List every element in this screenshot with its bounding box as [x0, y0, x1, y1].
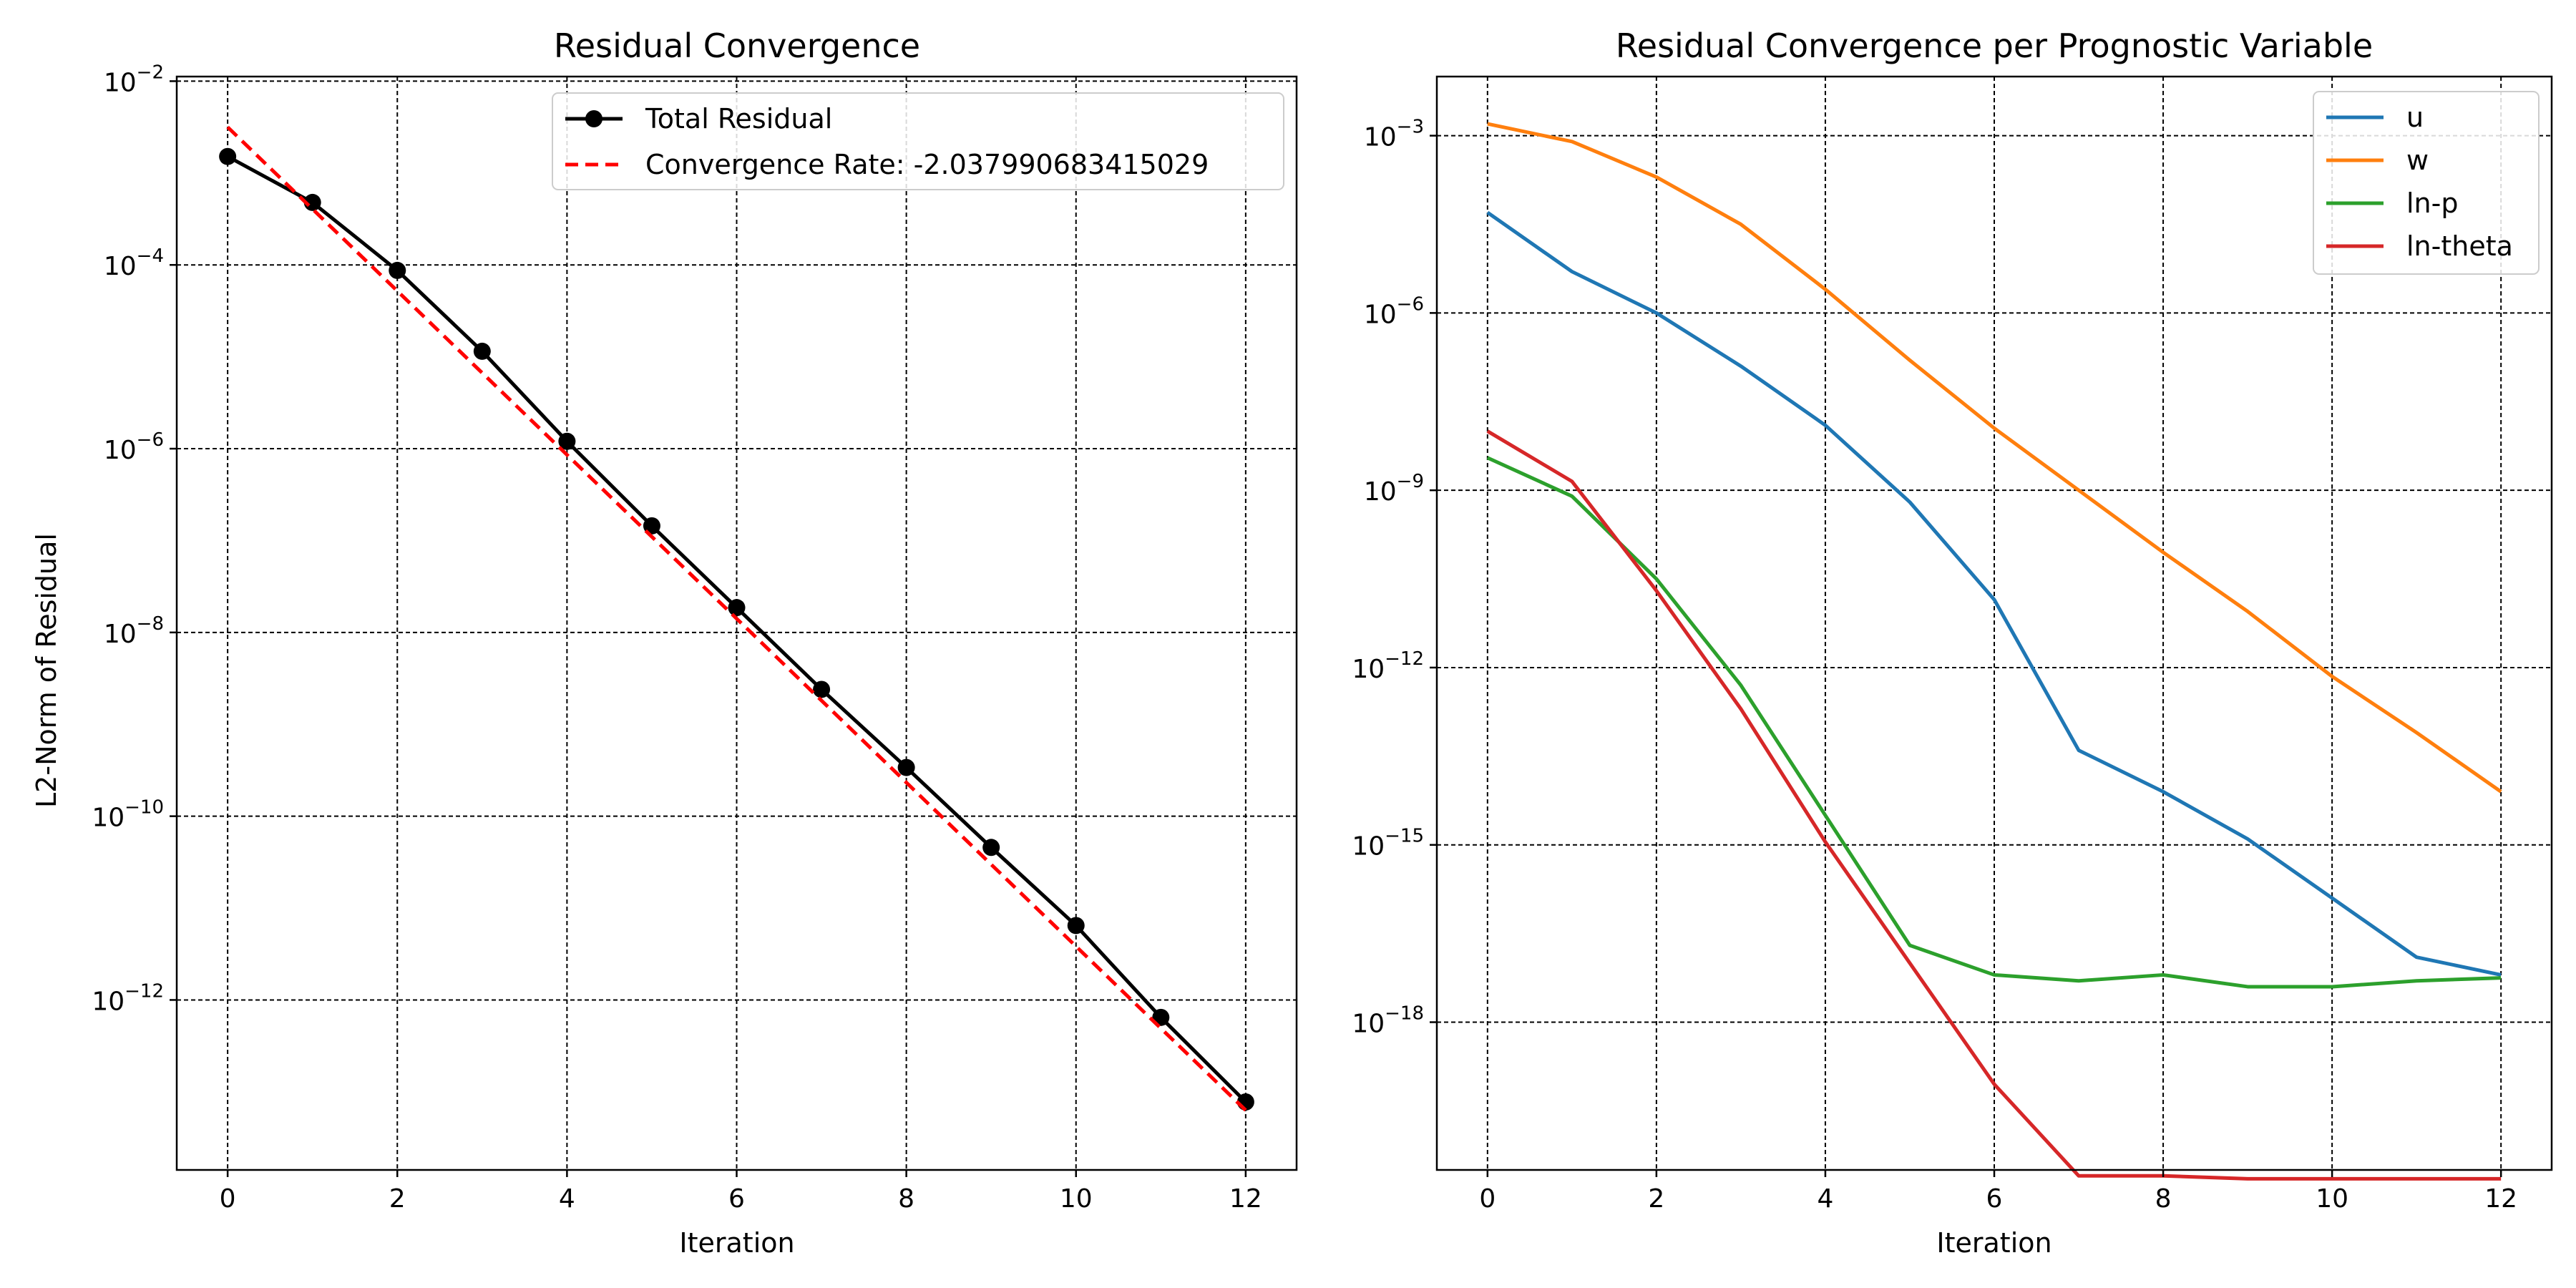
right-y-tick-label: 10−6 [1364, 293, 1424, 329]
data-point-total-residual [1067, 917, 1085, 935]
data-point-total-residual [303, 193, 321, 211]
left-y-tick-label: 10−6 [104, 429, 164, 465]
left-x-tick-label: 6 [728, 1184, 745, 1214]
right-chart-legend: uw ln-p ln-theta [2313, 91, 2540, 275]
left-x-tick-label: 2 [389, 1184, 406, 1214]
series-line-ln-theta [1486, 429, 2502, 1181]
right-chart-panel: Residual Convergence per Prognostic Vari… [1352, 26, 2553, 1259]
data-point-total-residual [728, 599, 746, 617]
right-x-tick-label: 0 [1479, 1184, 1496, 1214]
right-chart-series-layer [1486, 122, 2502, 1181]
series-line-w [1487, 122, 2502, 794]
series-line-ln-p [1486, 456, 2502, 989]
left-x-tick-label: 0 [220, 1184, 236, 1214]
left-x-tick-label: 12 [1229, 1184, 1262, 1214]
right-x-tick-label: 8 [2155, 1184, 2172, 1214]
right-y-tick-label: 10−3 [1364, 117, 1424, 152]
series-line-convergence-rate [226, 125, 1247, 1112]
legend-label-total-residual: Total Residual [645, 103, 832, 135]
right-chart-title: Residual Convergence per Prognostic Vari… [1616, 26, 2373, 65]
data-point-total-residual [982, 839, 1000, 857]
right-chart-xlabel: Iteration [1936, 1227, 2051, 1259]
right-y-tick-label: 10−15 [1352, 826, 1424, 862]
data-point-total-residual [389, 261, 406, 279]
left-chart-grid [177, 77, 1297, 1170]
left-chart-panel: Residual Convergence Iteration L2-Norm o… [31, 26, 1298, 1259]
left-chart-legend: Total Residual Convergence Rate: -2.03799… [552, 92, 1284, 190]
legend-label-ln-p: ln-p [2406, 187, 2458, 219]
legend-label-u: u [2406, 102, 2424, 133]
right-x-tick-label: 2 [1648, 1184, 1664, 1214]
left-chart-ticks: 0 2 4 6 8 10 12 10−12 10−10 10−8 10−6 10−4 10−2 [92, 62, 1262, 1214]
left-chart-title: Residual Convergence [554, 26, 920, 65]
data-point-total-residual [897, 758, 915, 776]
right-x-tick-label: 12 [2484, 1184, 2517, 1214]
left-chart-ylabel: L2-Norm of Residual [31, 533, 62, 808]
data-point-total-residual [219, 147, 237, 165]
left-y-tick-label: 10−8 [104, 613, 164, 649]
left-y-tick-label: 10−10 [92, 797, 164, 833]
legend-label-ln-theta: ln-theta [2406, 230, 2513, 262]
data-point-total-residual [473, 342, 491, 360]
right-chart-ticks: 0 2 4 6 8 10 12 10−18 10−15 10−12 10−9 10−6 10−3 [1352, 117, 2517, 1214]
left-y-tick-label: 10−12 [92, 980, 164, 1016]
series-line-u [1486, 210, 2502, 977]
legend-label-convergence-rate: Convergence Rate: -2.037990683415029 [645, 149, 1209, 180]
right-legend-box [2313, 91, 2540, 275]
legend-marker [585, 110, 602, 127]
left-x-tick-label: 10 [1060, 1184, 1093, 1214]
right-x-tick-label: 6 [1986, 1184, 2003, 1214]
left-y-tick-label: 10−2 [104, 62, 164, 97]
right-y-tick-label: 10−9 [1364, 471, 1424, 507]
right-x-tick-label: 4 [1817, 1184, 1833, 1214]
right-x-tick-label: 10 [2316, 1184, 2348, 1214]
left-chart-series-layer [219, 125, 1254, 1112]
left-chart-xlabel: Iteration [679, 1227, 794, 1259]
legend-label-w: w [2406, 145, 2429, 176]
right-y-tick-label: 10−12 [1352, 648, 1424, 684]
left-x-tick-label: 8 [898, 1184, 914, 1214]
right-y-tick-label: 10−18 [1352, 1003, 1424, 1039]
left-x-tick-label: 4 [559, 1184, 575, 1214]
left-y-tick-label: 10−4 [104, 245, 164, 281]
data-point-total-residual [558, 432, 576, 450]
data-point-total-residual [813, 680, 831, 698]
left-legend-box [552, 92, 1284, 190]
